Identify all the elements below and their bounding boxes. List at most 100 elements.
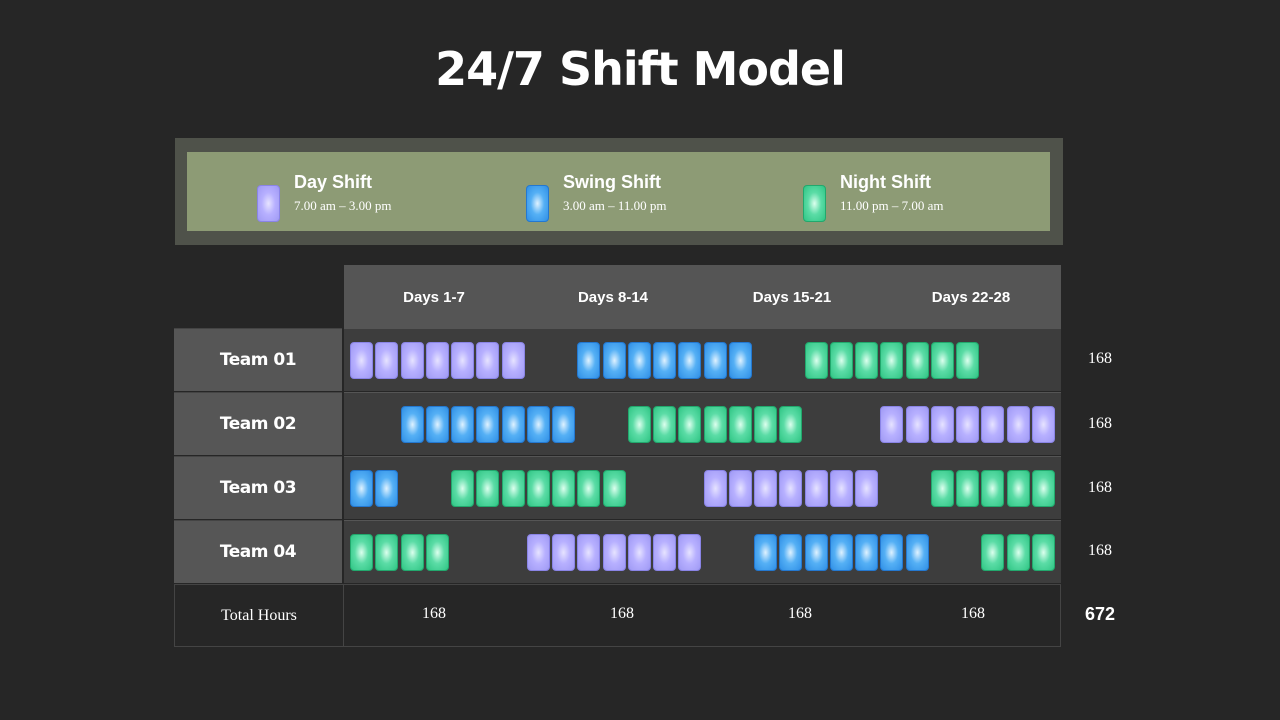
night-shift-block bbox=[981, 534, 1004, 571]
totals-label: Total Hours bbox=[221, 606, 297, 624]
night-shift-block bbox=[906, 342, 929, 379]
swing-shift-block bbox=[729, 342, 752, 379]
team-schedule-track bbox=[344, 392, 1061, 455]
night-shift-block bbox=[880, 342, 903, 379]
day-shift-block bbox=[855, 470, 878, 507]
night-shift-block bbox=[830, 342, 853, 379]
swing-shift-block bbox=[628, 342, 651, 379]
night-shift-swatch bbox=[803, 185, 826, 222]
swing-shift-block bbox=[880, 534, 903, 571]
period-header: Days 15-21 bbox=[752, 289, 832, 306]
team-label: Team 03 bbox=[174, 456, 342, 519]
swing-shift-block bbox=[451, 406, 474, 443]
swing-shift-block bbox=[855, 534, 878, 571]
night-shift-block bbox=[981, 470, 1004, 507]
day-shift-block bbox=[552, 534, 575, 571]
team-label: Team 02 bbox=[174, 392, 342, 455]
day-shift-block bbox=[931, 406, 954, 443]
night-shift-block bbox=[1007, 534, 1030, 571]
legend-time: 11.00 pm – 7.00 am bbox=[840, 198, 944, 213]
day-shift-block bbox=[603, 534, 626, 571]
night-shift-block bbox=[1032, 534, 1055, 571]
night-shift-block bbox=[956, 342, 979, 379]
totals-row: Total Hours 168 168 168 168 bbox=[174, 584, 1061, 647]
team-label: Team 01 bbox=[174, 328, 342, 391]
day-shift-block bbox=[729, 470, 752, 507]
night-shift-block bbox=[577, 470, 600, 507]
swing-shift-block bbox=[830, 534, 853, 571]
day-shift-block bbox=[805, 470, 828, 507]
day-shift-swatch bbox=[257, 185, 280, 222]
legend-panel: Day Shift 7.00 am – 3.00 pm Swing Shift … bbox=[175, 138, 1063, 245]
night-shift-block bbox=[678, 406, 701, 443]
swing-shift-block bbox=[527, 406, 550, 443]
legend-time: 3.00 am – 11.00 pm bbox=[563, 198, 667, 213]
night-shift-block bbox=[527, 470, 550, 507]
swing-shift-block bbox=[350, 470, 373, 507]
legend-name: Swing Shift bbox=[563, 172, 661, 192]
swing-shift-block bbox=[476, 406, 499, 443]
night-shift-block bbox=[931, 470, 954, 507]
night-shift-block bbox=[729, 406, 752, 443]
legend-name: Night Shift bbox=[840, 172, 931, 192]
night-shift-block bbox=[855, 342, 878, 379]
legend-name: Day Shift bbox=[294, 172, 373, 192]
day-shift-block bbox=[1007, 406, 1030, 443]
swing-shift-block bbox=[906, 534, 929, 571]
team-total-hours: 168 bbox=[1088, 350, 1112, 367]
day-shift-block bbox=[375, 342, 398, 379]
night-shift-block bbox=[476, 470, 499, 507]
day-shift-block bbox=[704, 470, 727, 507]
night-shift-block bbox=[931, 342, 954, 379]
night-shift-block bbox=[956, 470, 979, 507]
night-shift-block bbox=[603, 470, 626, 507]
legend-time: 7.00 am – 3.00 pm bbox=[294, 198, 392, 213]
legend-inner: Day Shift 7.00 am – 3.00 pm Swing Shift … bbox=[187, 152, 1050, 231]
team-schedule-track bbox=[344, 520, 1061, 583]
period-header-row: Days 1-7 Days 8-14 Days 15-21 Days 22-28 bbox=[344, 265, 1061, 328]
night-shift-block bbox=[375, 534, 398, 571]
period-total: 168 bbox=[422, 605, 446, 622]
day-shift-block bbox=[779, 470, 802, 507]
team-total-hours: 168 bbox=[1088, 415, 1112, 432]
period-header: Days 1-7 bbox=[403, 289, 465, 306]
night-shift-block bbox=[805, 342, 828, 379]
night-shift-block bbox=[401, 534, 424, 571]
day-shift-block bbox=[653, 534, 676, 571]
night-shift-block bbox=[628, 406, 651, 443]
swing-shift-block bbox=[754, 534, 777, 571]
team-schedule-track bbox=[344, 456, 1061, 519]
swing-shift-block bbox=[401, 406, 424, 443]
totals-divider bbox=[343, 585, 344, 646]
night-shift-block bbox=[426, 534, 449, 571]
period-header: Days 22-28 bbox=[931, 289, 1011, 306]
night-shift-block bbox=[502, 470, 525, 507]
day-shift-block bbox=[527, 534, 550, 571]
night-shift-block bbox=[552, 470, 575, 507]
day-shift-block bbox=[451, 342, 474, 379]
day-shift-block bbox=[476, 342, 499, 379]
team-label: Team 04 bbox=[174, 520, 342, 583]
night-shift-block bbox=[350, 534, 373, 571]
page-title: 24/7 Shift Model bbox=[435, 42, 846, 96]
day-shift-block bbox=[350, 342, 373, 379]
swing-shift-block bbox=[704, 342, 727, 379]
day-shift-block bbox=[830, 470, 853, 507]
day-shift-block bbox=[502, 342, 525, 379]
day-shift-block bbox=[956, 406, 979, 443]
swing-shift-block bbox=[678, 342, 701, 379]
day-shift-block bbox=[628, 534, 651, 571]
day-shift-block bbox=[880, 406, 903, 443]
day-shift-block bbox=[981, 406, 1004, 443]
team-schedule-track bbox=[344, 328, 1061, 391]
day-shift-block bbox=[426, 342, 449, 379]
swing-shift-block bbox=[805, 534, 828, 571]
period-total: 168 bbox=[610, 605, 634, 622]
period-total: 168 bbox=[961, 605, 985, 622]
grand-total-hours: 672 bbox=[1084, 604, 1116, 624]
day-shift-block bbox=[754, 470, 777, 507]
night-shift-block bbox=[779, 406, 802, 443]
swing-shift-block bbox=[603, 342, 626, 379]
period-total: 168 bbox=[788, 605, 812, 622]
night-shift-block bbox=[1032, 470, 1055, 507]
